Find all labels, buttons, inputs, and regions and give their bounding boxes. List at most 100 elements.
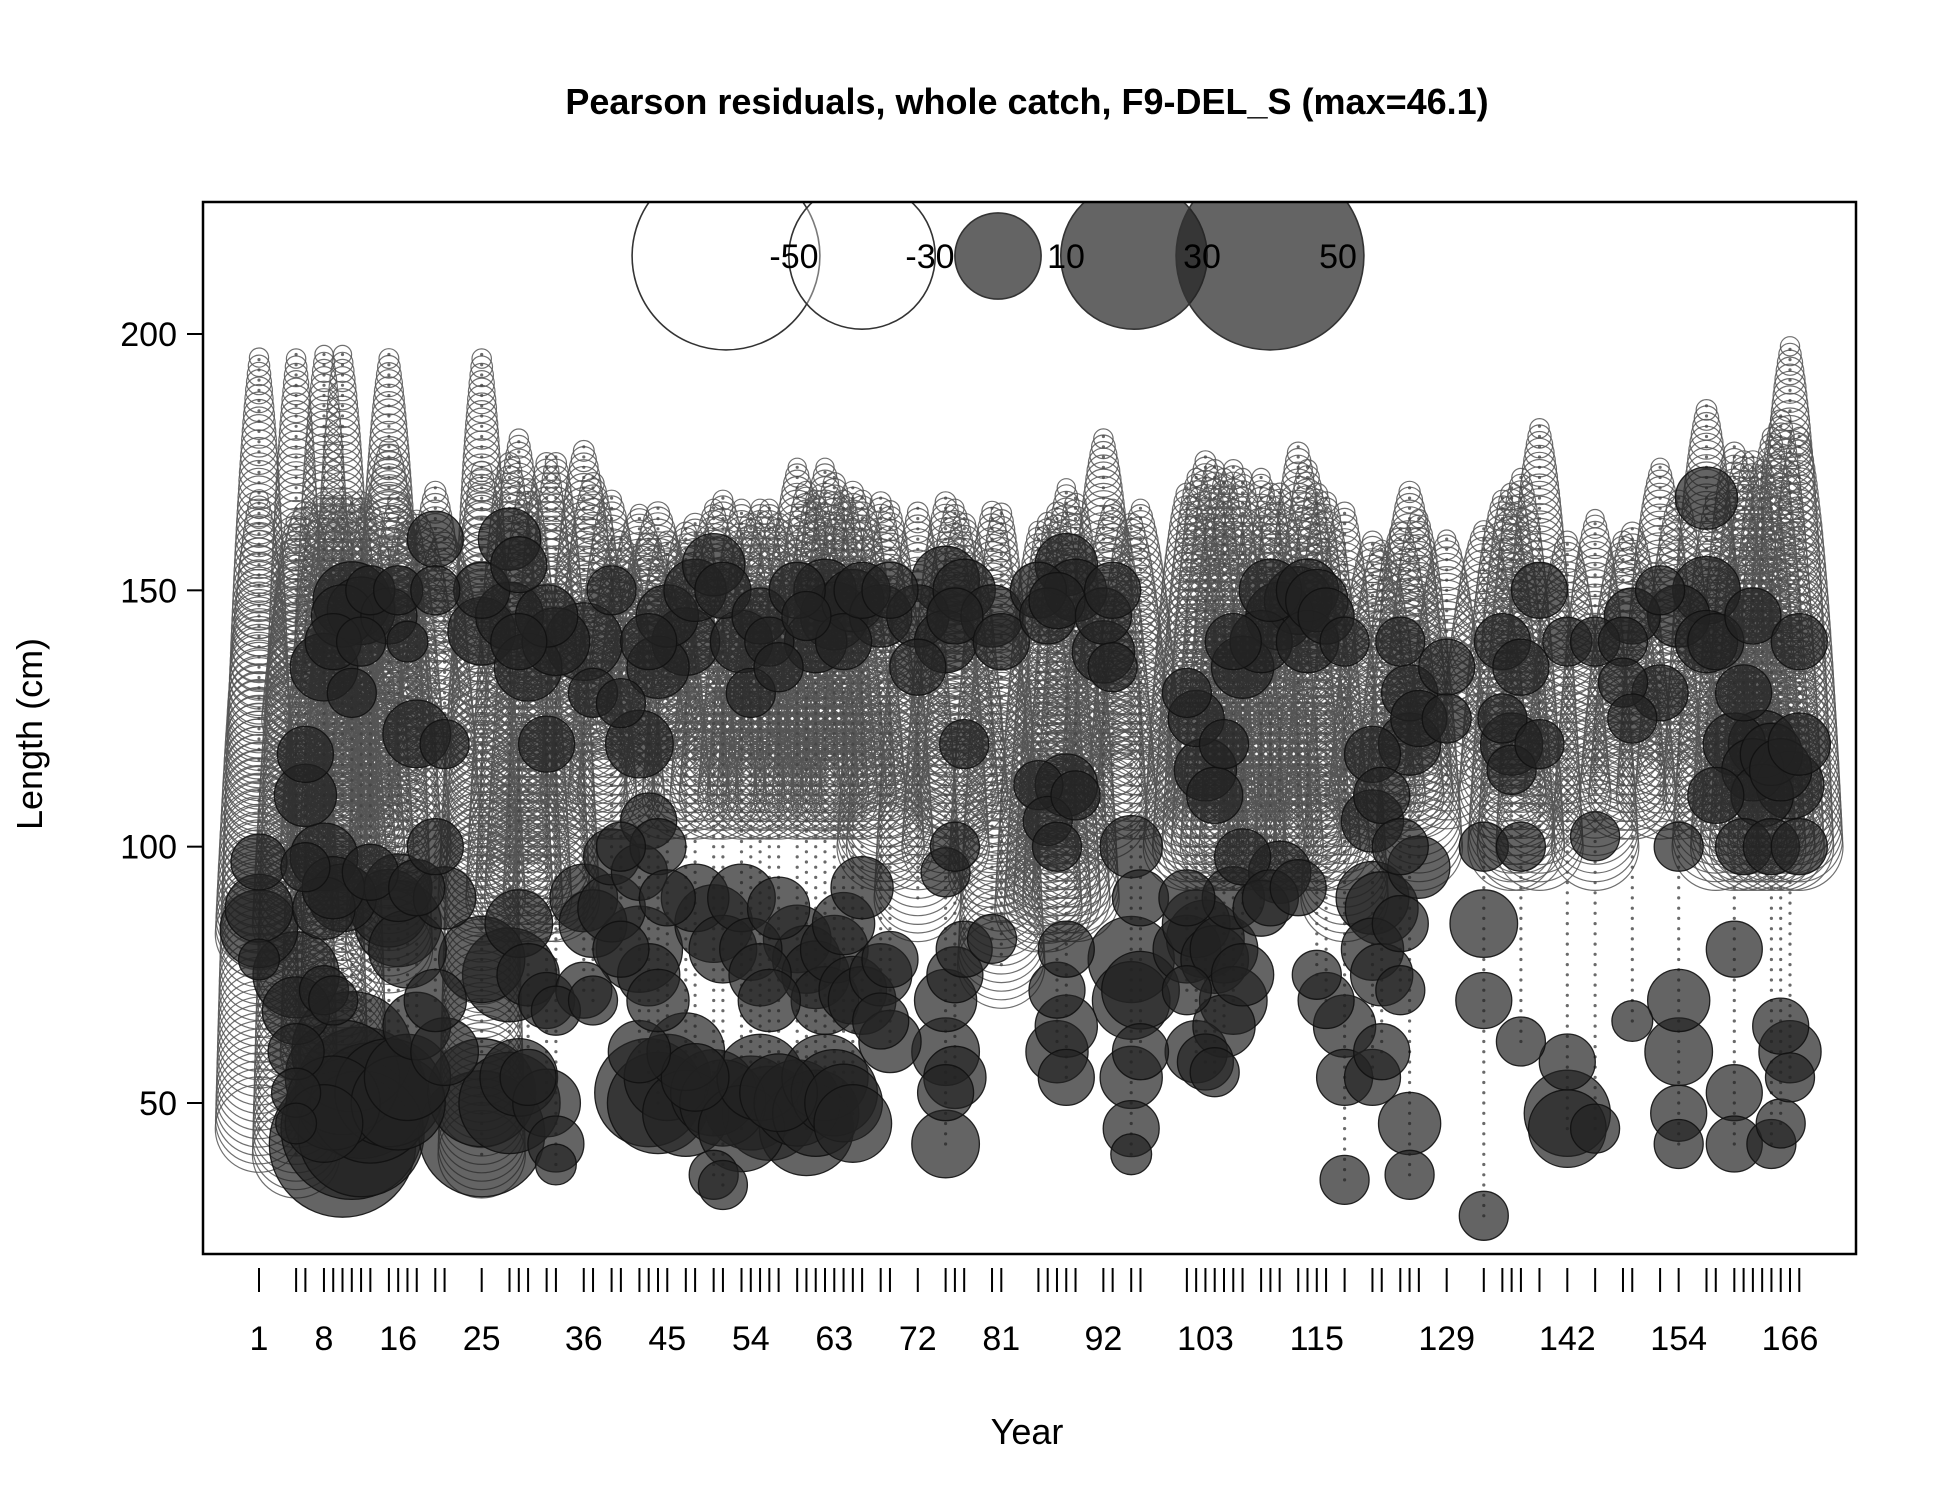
residual-point-small [257, 460, 261, 464]
residual-point-small [257, 1004, 261, 1008]
residual-bubble-negative [285, 348, 307, 369]
residual-bubble-negative [248, 347, 270, 368]
residual-bubble-negative [372, 390, 406, 425]
residual-bubble-negative [364, 474, 413, 523]
residual-point-small [257, 1096, 261, 1100]
residual-point-small [257, 532, 261, 536]
residual-point-small [257, 604, 261, 608]
residual-bubble-negative [247, 354, 271, 378]
residual-bubble-negative [952, 512, 977, 537]
residual-point-small [257, 399, 261, 403]
residual-point-small [257, 501, 261, 505]
residual-point-small [257, 409, 261, 413]
residual-bubble-negative [424, 480, 447, 504]
residual-bubble-negative [371, 398, 407, 434]
residual-point-small [257, 1065, 261, 1069]
residual-point-small [257, 1075, 261, 1079]
residual-bubble-negative [322, 440, 363, 482]
residual-point-small [257, 819, 261, 823]
residual-bubble-negative [378, 438, 400, 460]
residual-point-small [257, 368, 261, 372]
residual-bubble-negative [241, 414, 277, 449]
residual-bubble-negative [235, 506, 283, 554]
residual-bubble-negative [229, 623, 289, 683]
residual-point-small [257, 716, 261, 721]
residual-point-small [257, 378, 261, 382]
residual-bubble-negative [378, 348, 400, 370]
residual-point-small [257, 634, 261, 639]
residual-bubble-negative [304, 433, 344, 473]
residual-point-small [257, 481, 261, 485]
residual-bubble-negative [1779, 336, 1801, 357]
residual-point-small [257, 1116, 261, 1120]
residual-point-small [257, 1024, 261, 1028]
residual-bubble-negative [387, 491, 410, 514]
residual-bubble-negative [230, 608, 288, 665]
residual-bubble-negative [279, 407, 313, 441]
residual-point-small [257, 1034, 261, 1038]
residual-point-small [257, 655, 261, 659]
residual-bubble-negative [310, 366, 338, 393]
residual-point-small [257, 829, 261, 833]
residual-point-small [257, 1086, 261, 1090]
residual-bubble-negative [326, 388, 359, 420]
x-axis-label: Year [991, 1411, 1064, 1452]
residual-point-small [257, 1055, 261, 1059]
residual-bubble-negative [309, 380, 339, 411]
residual-bubble-negative [1556, 530, 1578, 552]
residual-point-small [257, 665, 261, 669]
residual-point-small [257, 593, 261, 598]
residual-bubble-negative [277, 438, 316, 477]
residual-bubble-negative [246, 361, 272, 387]
residual-point-small [257, 645, 261, 649]
residual-point-small [257, 573, 261, 577]
residual-point-small [257, 491, 261, 495]
residual-bubble-negative [249, 489, 270, 510]
residual-bubble-negative [330, 358, 355, 383]
residual-point-small [257, 747, 261, 751]
residual-bubble-negative [229, 631, 289, 691]
residual-bubble-negative [237, 467, 281, 510]
residual-point-small [257, 358, 261, 362]
residual-point-small [257, 737, 261, 741]
residual-point-small [257, 1106, 261, 1110]
residual-point-small [257, 511, 261, 515]
residual-point-small [257, 798, 261, 803]
residual-bubble-negative [327, 380, 358, 411]
residual-point-small [257, 388, 261, 392]
plot-area [214, 336, 1844, 1241]
residual-point-small [257, 727, 261, 731]
residual-bubble-negative [293, 501, 318, 526]
residual-bubble-negative [508, 428, 529, 449]
residual-bubble-negative [322, 433, 363, 473]
residual-bubble-negative [226, 679, 292, 745]
residual-point-small [257, 686, 261, 690]
residual-bubble-negative [242, 406, 276, 441]
residual-bubble-negative [369, 420, 409, 461]
residual-point-small [257, 450, 261, 454]
residual-point-small [257, 563, 261, 567]
residual-point-small [257, 470, 261, 474]
residual-point-small [257, 1014, 261, 1018]
residual-bubble-negative [366, 451, 412, 496]
residual-point-small [257, 696, 261, 700]
residual-bubble-negative [331, 351, 354, 374]
residual-bubble-negative [329, 366, 356, 393]
residual-point-small [257, 675, 261, 680]
residual-point-small [257, 1127, 261, 1131]
residual-point-small [257, 542, 261, 546]
residual-point-small [257, 706, 261, 710]
residual-bubble-negative [645, 501, 671, 526]
chart-title: Pearson residuals, whole catch, F9-DEL_S… [565, 81, 1488, 122]
residual-point-small [257, 778, 261, 782]
residual-bubble-negative [237, 475, 281, 519]
residual-bubble-negative [375, 362, 402, 389]
residual-point-small [257, 552, 261, 557]
residual-point-small [257, 1045, 261, 1049]
residual-bubble-negative [369, 413, 408, 452]
residual-point-small [257, 614, 261, 618]
residual-bubble-negative [321, 448, 364, 490]
y-axis-label: Length (cm) [9, 638, 50, 830]
